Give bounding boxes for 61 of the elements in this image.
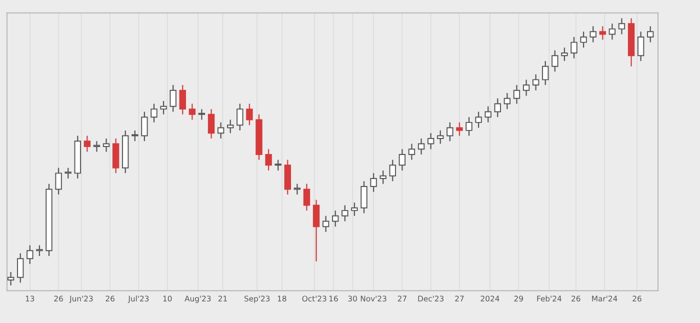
candlestick xyxy=(294,183,301,196)
candlestick xyxy=(456,122,463,136)
candlestick xyxy=(427,132,434,150)
candlestick xyxy=(590,26,596,43)
candlestick xyxy=(408,143,416,160)
candlestick xyxy=(389,159,396,182)
candlestick xyxy=(141,111,148,142)
candlestick xyxy=(160,100,167,115)
candlestick xyxy=(170,84,176,112)
candlestick xyxy=(618,18,626,35)
candlestick xyxy=(647,26,654,43)
candlestick xyxy=(561,47,568,62)
candlestick xyxy=(504,92,511,110)
candlestick xyxy=(208,108,215,140)
candlestick xyxy=(580,31,587,48)
candlestick xyxy=(55,167,62,196)
candlestick xyxy=(552,50,558,72)
candlestick xyxy=(132,130,138,142)
candlestick xyxy=(418,138,425,156)
candlestick xyxy=(370,172,377,192)
candlestick xyxy=(437,130,444,144)
candlestick xyxy=(380,170,386,184)
candlestick xyxy=(217,122,224,140)
candlestick xyxy=(102,138,110,152)
candlestick xyxy=(446,122,454,142)
candlestick xyxy=(599,26,606,40)
candlestick xyxy=(608,23,616,40)
candlestick xyxy=(522,79,530,96)
candlestick xyxy=(236,103,244,131)
candlestick xyxy=(542,60,549,86)
candlestick xyxy=(360,180,368,214)
candlestick xyxy=(342,204,348,222)
candlestick xyxy=(84,135,91,152)
candlestick xyxy=(198,108,206,120)
candlestick xyxy=(246,103,253,126)
candlestick xyxy=(637,31,644,62)
candlestick xyxy=(265,148,272,172)
candlestick xyxy=(274,159,282,172)
candlestick xyxy=(322,215,330,232)
candlestick xyxy=(570,36,578,59)
candlestick xyxy=(332,210,339,228)
candlestick xyxy=(484,106,492,123)
candlestick xyxy=(398,148,406,172)
candlestick xyxy=(179,84,186,115)
candlestick xyxy=(7,271,14,286)
candlestick xyxy=(351,202,358,216)
candlestick xyxy=(312,199,320,262)
candlestick xyxy=(466,116,472,136)
candlestick xyxy=(188,103,196,120)
candlestick xyxy=(494,98,501,118)
candlestick xyxy=(36,244,43,257)
candlestick xyxy=(303,183,310,212)
candlestick xyxy=(475,111,482,128)
candlestick xyxy=(64,167,72,180)
candlestick xyxy=(93,140,100,152)
candlestick xyxy=(150,103,158,123)
candlestick xyxy=(227,119,234,134)
candlestick xyxy=(532,74,540,91)
candlestick xyxy=(17,252,24,284)
candlestick xyxy=(513,84,520,104)
candlestick xyxy=(26,244,34,265)
